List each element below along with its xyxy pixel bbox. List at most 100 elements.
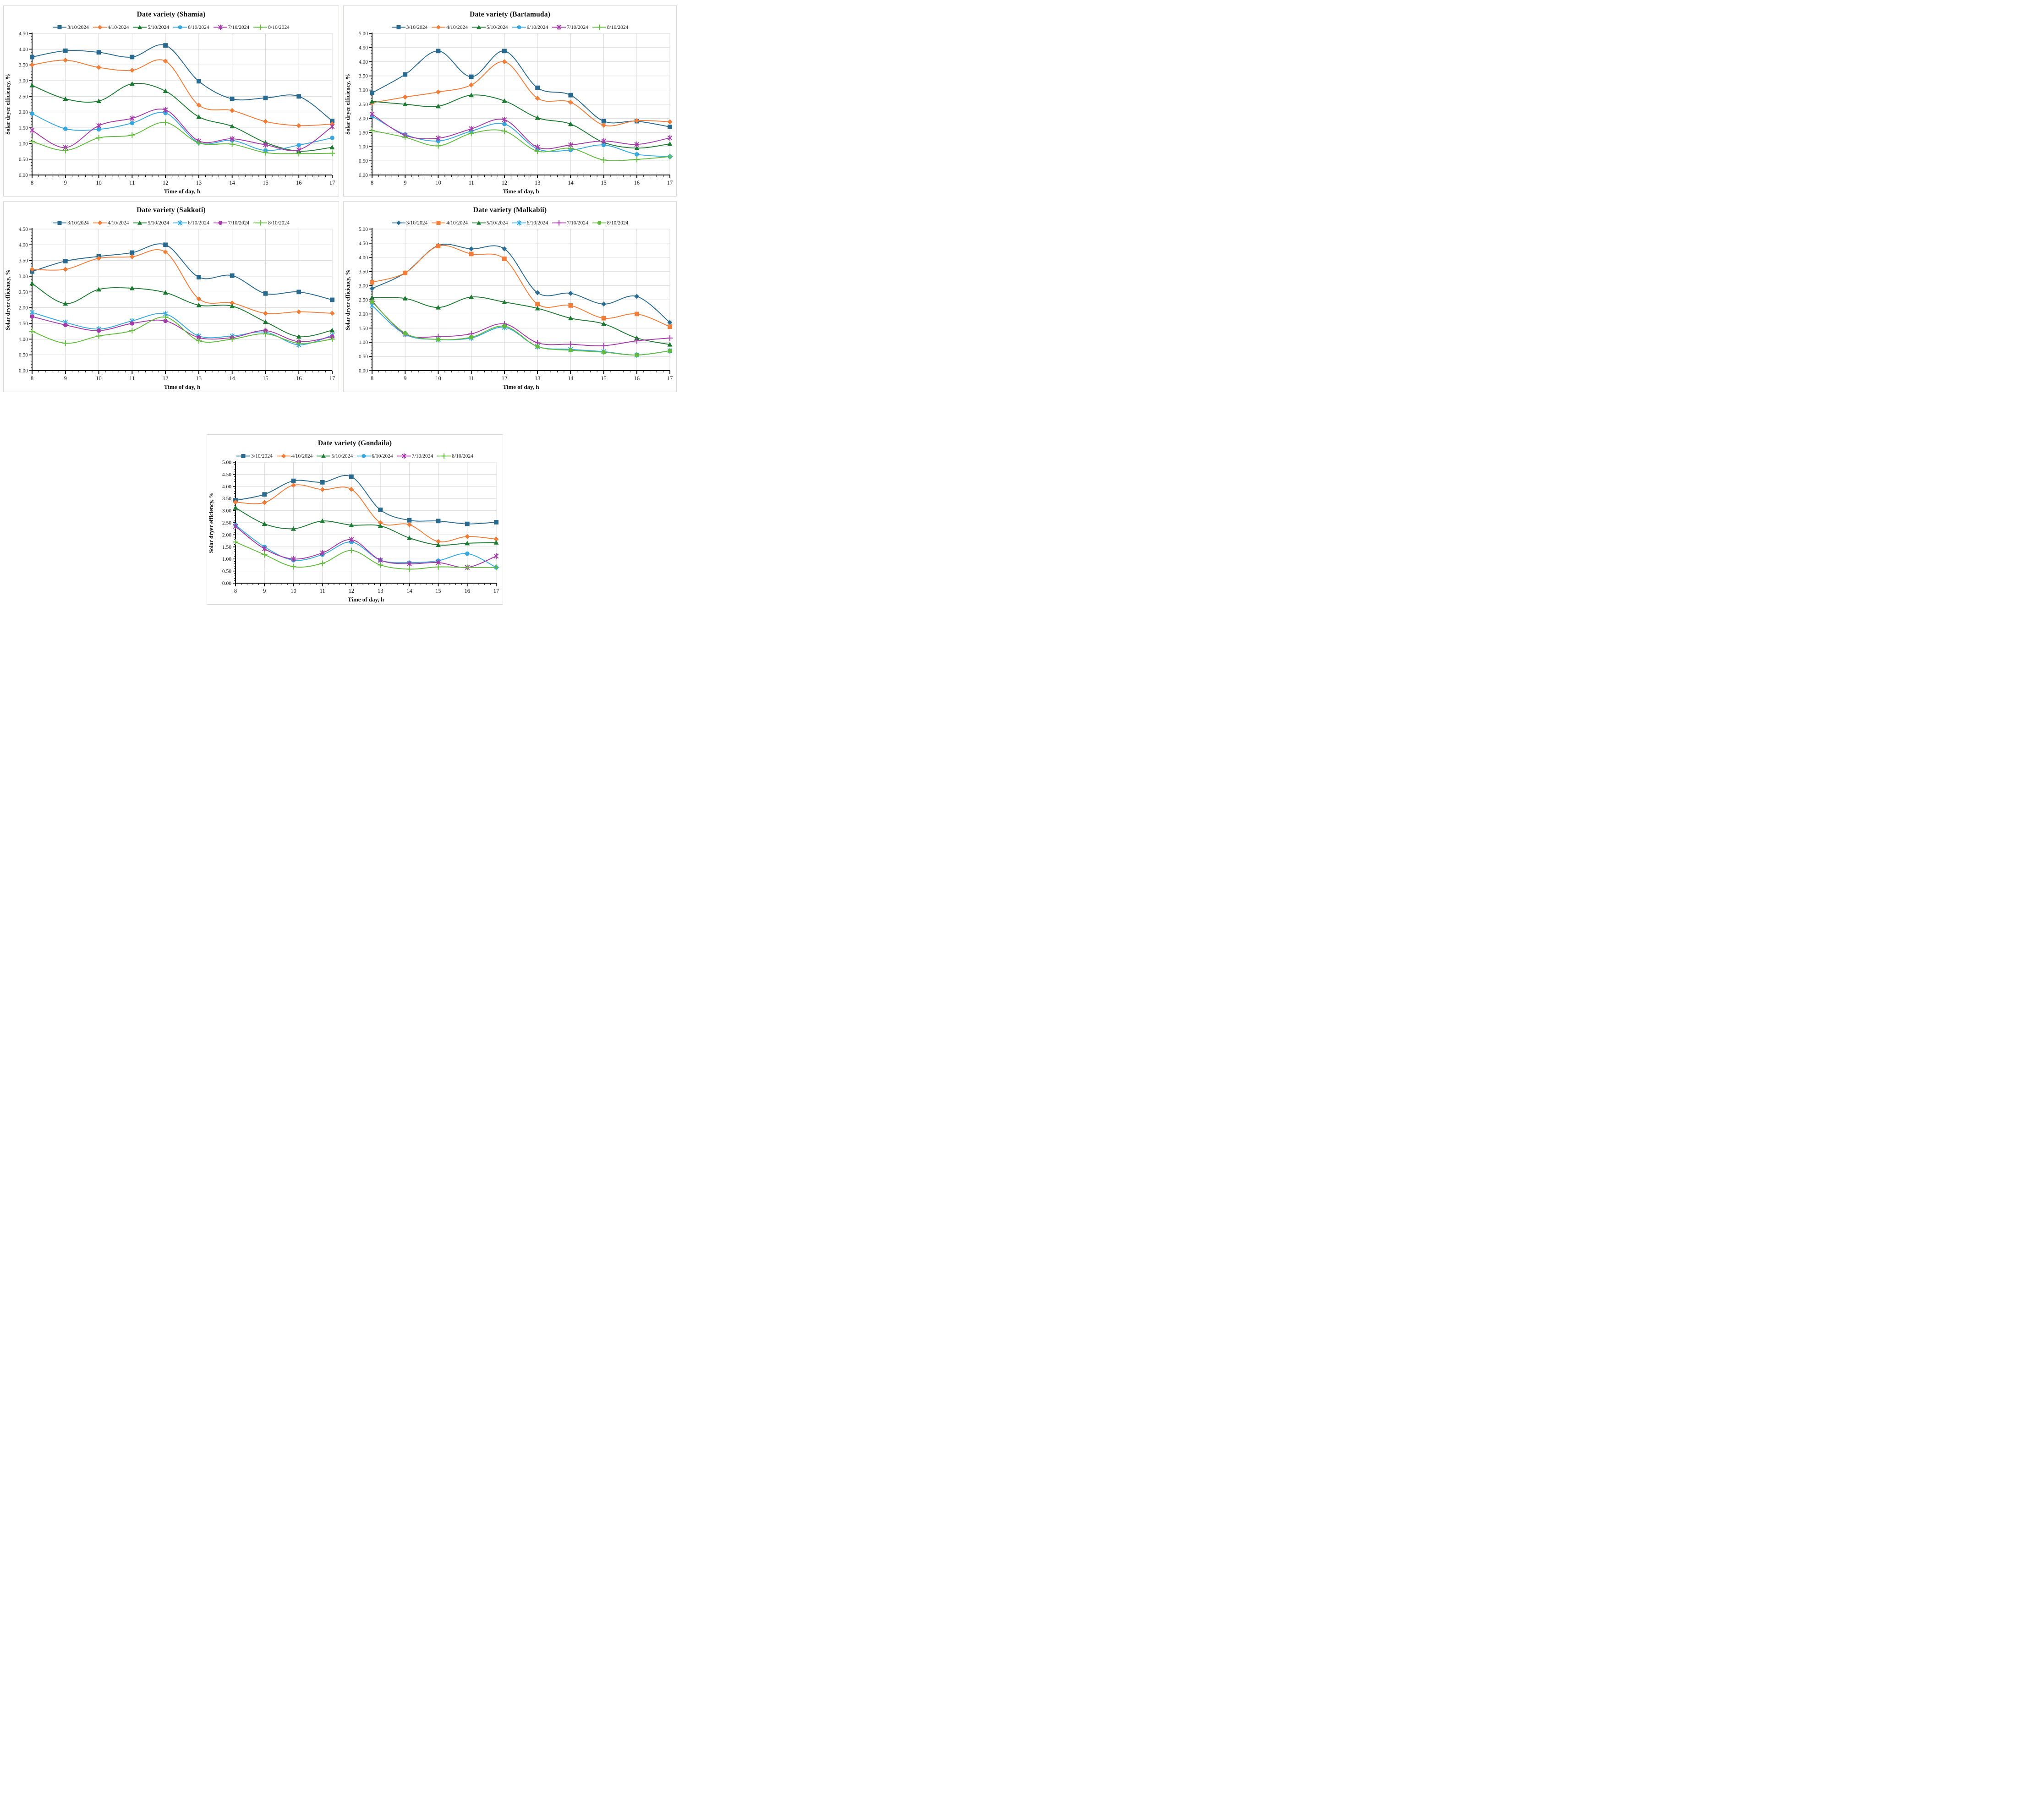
- legend-marker-icon: [512, 220, 526, 226]
- legend-item-4-10-2024: 4/10/2024: [93, 220, 129, 226]
- series-4-10-2024: [369, 59, 673, 128]
- legend-item-7-10-2024: 7/10/2024: [397, 453, 433, 459]
- svg-text:14: 14: [229, 180, 235, 186]
- svg-text:17: 17: [667, 375, 673, 382]
- svg-text:3.00: 3.00: [19, 274, 28, 279]
- chart-legend: 3/10/2024 4/10/2024 5/10/2024 6/10/2024 7/10…: [209, 453, 501, 459]
- svg-text:8: 8: [31, 180, 33, 186]
- legend-marker-icon: [471, 220, 486, 225]
- svg-text:3.50: 3.50: [19, 258, 28, 264]
- chart-panel-shamia: Date variety (Shamia) 3/10/2024 4/10/2024…: [3, 5, 339, 197]
- legend-label: 4/10/2024: [446, 24, 468, 30]
- svg-text:4.00: 4.00: [19, 242, 28, 248]
- svg-text:Solar dryer efficiency, %: Solar dryer efficiency, %: [208, 492, 214, 553]
- series-8-10-2024: [29, 314, 335, 346]
- legend-label: 7/10/2024: [411, 453, 433, 459]
- series-6-10-2024: [370, 114, 672, 159]
- svg-text:0.50: 0.50: [359, 354, 368, 360]
- legend-marker-icon: [93, 25, 107, 30]
- chart-plot-svg: 0.00 0.50 1.00 1.50 2.00 2.50 3.00 3.50 4.00 4.50…: [345, 227, 673, 390]
- series-6-10-2024: [369, 302, 673, 358]
- legend-item-6-10-2024: 6/10/2024: [357, 453, 393, 459]
- legend-item-5-10-2024: 5/10/2024: [471, 220, 508, 226]
- legend-item-7-10-2024: 7/10/2024: [213, 220, 250, 226]
- chart-plot-svg: 0.00 0.50 1.00 1.50 2.00 2.50 3.00 3.50 4.00 4.50…: [345, 31, 673, 195]
- svg-text:Solar dryer efficiency, %: Solar dryer efficiency, %: [5, 269, 11, 330]
- legend-label: 7/10/2024: [228, 220, 250, 226]
- legend-label: 3/10/2024: [406, 220, 428, 226]
- gridlines: [372, 229, 670, 371]
- svg-text:1.50: 1.50: [359, 326, 368, 331]
- svg-text:2.50: 2.50: [222, 520, 231, 526]
- svg-text:4.00: 4.00: [359, 255, 368, 261]
- chart-title: Date variety (Bartamuda): [469, 11, 551, 18]
- svg-text:1.00: 1.00: [359, 340, 368, 345]
- legend-label: 3/10/2024: [251, 453, 273, 459]
- legend-label: 3/10/2024: [406, 24, 428, 30]
- svg-text:2.50: 2.50: [359, 298, 368, 303]
- legend-marker-icon: [253, 24, 268, 30]
- legend-label: 7/10/2024: [567, 24, 588, 30]
- svg-text:3.00: 3.00: [359, 284, 368, 289]
- legend-marker-icon: [512, 25, 526, 29]
- svg-text:16: 16: [634, 375, 640, 382]
- legend-marker-icon: [391, 220, 406, 225]
- svg-text:12: 12: [502, 180, 508, 186]
- legend-item-7-10-2024: 7/10/2024: [552, 220, 588, 226]
- svg-text:13: 13: [535, 180, 541, 186]
- legend-marker-icon: [133, 220, 147, 225]
- svg-text:8: 8: [371, 180, 373, 186]
- svg-text:4.00: 4.00: [359, 60, 368, 65]
- chart-legend: 3/10/2024 4/10/2024 5/10/2024 6/10/2024 7/10…: [5, 220, 337, 226]
- legend-item-8-10-2024: 8/10/2024: [253, 24, 290, 30]
- legend-label: 8/10/2024: [607, 24, 629, 30]
- svg-text:3.50: 3.50: [19, 63, 28, 68]
- legend-label: 3/10/2024: [67, 220, 89, 226]
- svg-text:0.50: 0.50: [19, 353, 28, 358]
- svg-text:10: 10: [290, 588, 296, 594]
- svg-text:17: 17: [329, 180, 335, 186]
- legend-marker-icon: [276, 454, 290, 459]
- svg-text:9: 9: [263, 588, 266, 594]
- series-8-10-2024: [29, 119, 335, 157]
- svg-text:11: 11: [469, 180, 474, 186]
- svg-text:0.50: 0.50: [359, 158, 368, 164]
- legend-item-4-10-2024: 4/10/2024: [93, 24, 129, 30]
- svg-text:3.50: 3.50: [359, 269, 368, 275]
- svg-text:3.50: 3.50: [222, 496, 231, 502]
- svg-text:9: 9: [404, 180, 406, 186]
- svg-text:5.00: 5.00: [222, 460, 231, 465]
- legend-label: 6/10/2024: [188, 220, 209, 226]
- series-7-10-2024: [233, 523, 499, 571]
- series-5-10-2024: [233, 505, 499, 547]
- axis-titles: Solar dryer efficiency, % Time of day, h: [5, 269, 201, 390]
- svg-text:2.50: 2.50: [359, 102, 368, 108]
- series-5-10-2024: [369, 93, 673, 150]
- svg-text:11: 11: [129, 375, 135, 382]
- svg-text:5.00: 5.00: [359, 227, 368, 232]
- chart-panel-bartamuda: Date variety (Bartamuda) 3/10/2024 4/10/2…: [343, 5, 677, 197]
- svg-text:2.50: 2.50: [19, 94, 28, 99]
- svg-text:0.00: 0.00: [359, 173, 368, 178]
- svg-text:16: 16: [465, 588, 471, 594]
- series-6-10-2024: [30, 110, 334, 153]
- legend-marker-icon: [432, 25, 446, 30]
- legend-marker-icon: [93, 220, 107, 225]
- legend-label: 8/10/2024: [268, 220, 290, 226]
- legend-item-5-10-2024: 5/10/2024: [471, 24, 508, 30]
- axes: [29, 228, 333, 374]
- legend-label: 8/10/2024: [607, 220, 629, 226]
- svg-text:17: 17: [667, 180, 673, 186]
- svg-text:4.00: 4.00: [222, 484, 231, 490]
- svg-text:14: 14: [568, 375, 574, 382]
- series-5-10-2024: [29, 281, 335, 339]
- axis-titles: Solar dryer efficiency, % Time of day, h: [345, 269, 539, 390]
- svg-text:12: 12: [349, 588, 355, 594]
- legend-marker-icon: [173, 220, 187, 226]
- tick-labels: 0.00 0.50 1.00 1.50 2.00 2.50 3.00 3.50 4.00 4.50…: [19, 227, 335, 382]
- legend-label: 5/10/2024: [331, 453, 353, 459]
- svg-text:10: 10: [435, 180, 441, 186]
- svg-text:4.50: 4.50: [19, 31, 28, 37]
- svg-text:1.50: 1.50: [19, 126, 28, 131]
- svg-text:10: 10: [96, 375, 102, 382]
